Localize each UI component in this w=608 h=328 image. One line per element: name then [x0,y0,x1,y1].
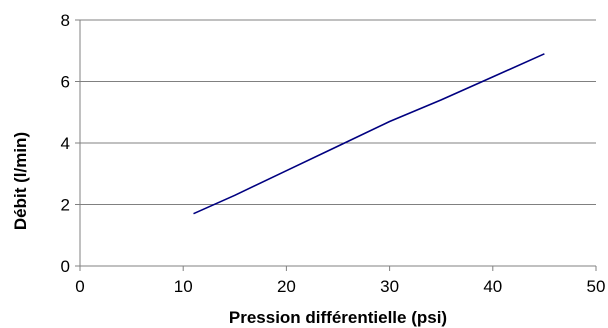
gridlines [80,19,596,205]
x-tick-label: 20 [277,277,296,296]
series-lines [193,53,545,215]
x-tick-label: 10 [174,277,193,296]
series-line-0 [193,53,545,215]
y-axis-title: Débit (l/min) [11,132,30,230]
y-tick-label: 8 [61,11,70,30]
y-tick-label: 0 [61,257,70,276]
x-tick-label: 0 [75,277,84,296]
y-tick-label: 2 [61,196,70,215]
x-tick-label: 40 [483,277,502,296]
y-tick-label: 4 [61,134,70,153]
tick-labels: 0 2 4 6 8 0 10 20 30 40 50 [61,11,606,296]
axes [75,19,597,271]
x-axis-title: Pression différentielle (psi) [229,308,447,327]
x-tick-label: 30 [380,277,399,296]
x-tick-label: 50 [587,277,606,296]
y-tick-label: 6 [61,73,70,92]
